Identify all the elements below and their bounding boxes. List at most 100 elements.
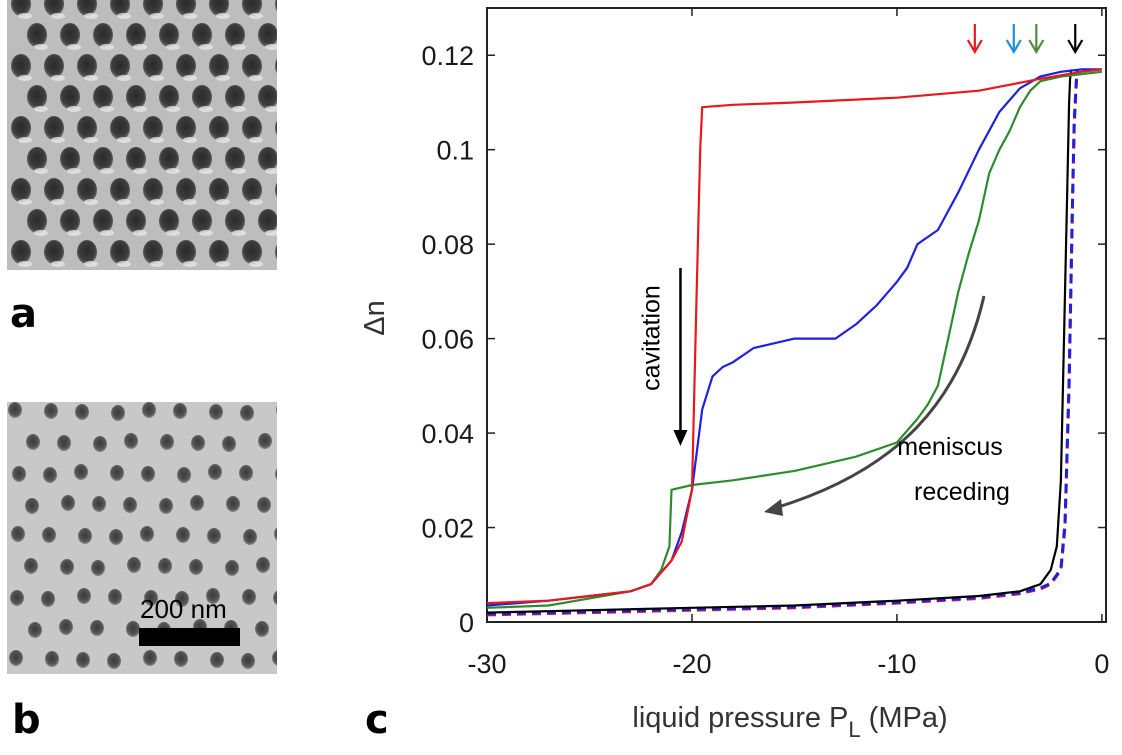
pore (60, 85, 80, 109)
pore (142, 402, 156, 418)
pore (242, 54, 262, 78)
pore (93, 23, 113, 47)
pore (77, 0, 97, 16)
pore-highlight (150, 137, 164, 143)
pore-highlight (84, 199, 98, 205)
pore-highlight (150, 13, 164, 19)
pore (275, 120, 277, 136)
pore-highlight (51, 261, 65, 267)
pore (159, 85, 179, 109)
pore (61, 495, 75, 511)
pore (210, 652, 224, 668)
pore-highlight (150, 199, 164, 205)
panel-label-c: c (365, 697, 389, 743)
pore (276, 405, 277, 415)
pore (124, 433, 138, 449)
pore (44, 116, 64, 140)
pore-highlight (232, 44, 246, 50)
pore-highlight (133, 168, 147, 174)
pore-highlight (216, 199, 230, 205)
pore-highlight (51, 75, 65, 81)
pore (209, 240, 229, 264)
pore (110, 116, 130, 140)
pore-highlight (183, 199, 197, 205)
pore-highlight (166, 44, 180, 50)
release-arrow-red (966, 24, 983, 55)
pore (27, 23, 47, 47)
pore (27, 209, 47, 233)
pore (258, 85, 277, 109)
pore (44, 178, 64, 202)
pore (93, 85, 113, 109)
pore-highlight (183, 75, 197, 81)
pore (240, 405, 254, 421)
pore-highlight (216, 261, 230, 267)
pore (272, 650, 277, 666)
pore (11, 178, 31, 202)
pore (275, 468, 277, 480)
pore (159, 209, 179, 233)
pore (177, 467, 191, 483)
receding-label: receding (914, 478, 1010, 506)
pore-highlight (249, 137, 263, 143)
pore (110, 54, 130, 78)
pore (91, 560, 105, 576)
pore (11, 240, 31, 264)
pore-highlight (216, 13, 230, 19)
pore-highlight (150, 261, 164, 267)
pore (27, 85, 47, 109)
pore (111, 405, 125, 421)
scale-bar (139, 628, 240, 646)
pore (275, 58, 277, 74)
pore (176, 240, 196, 264)
pore (26, 434, 40, 450)
pore (45, 651, 59, 667)
pore-highlight (232, 230, 246, 236)
pore (273, 590, 277, 606)
x-tick-label: -20 (672, 649, 711, 679)
pore (44, 0, 64, 16)
pore (275, 244, 277, 260)
pore-highlight (117, 13, 131, 19)
pore (191, 435, 205, 451)
pore (28, 622, 42, 638)
pore (208, 464, 222, 480)
pore-highlight (34, 44, 48, 50)
pore (126, 209, 146, 233)
pore (143, 0, 163, 16)
pore-highlight (199, 168, 213, 174)
pore-highlight (100, 44, 114, 50)
y-tick-label: 0.08 (421, 230, 474, 260)
micrograph-b (7, 402, 277, 674)
pore (77, 240, 97, 264)
pore (77, 588, 91, 604)
pore-highlight (133, 106, 147, 112)
pore-highlight (84, 13, 98, 19)
pore (225, 209, 245, 233)
panel-label-b: b (12, 697, 41, 743)
pore (143, 54, 163, 78)
pore-highlight (51, 13, 65, 19)
pore (60, 23, 80, 47)
pore (110, 240, 130, 264)
pore (143, 240, 163, 264)
pore (176, 527, 190, 543)
pore (60, 147, 80, 171)
pore (189, 559, 203, 575)
pore (11, 0, 31, 16)
y-tick-label: 0.06 (421, 325, 474, 355)
pore-highlight (249, 199, 263, 205)
pore (239, 465, 253, 481)
pore (77, 116, 97, 140)
pore-highlight (84, 75, 98, 81)
pore (158, 558, 172, 574)
pore-highlight (18, 75, 32, 81)
pore (141, 466, 155, 482)
pore (27, 147, 47, 171)
pore (258, 433, 272, 449)
pore (126, 621, 140, 637)
pore (93, 436, 107, 452)
pore (174, 651, 188, 667)
pore (192, 147, 212, 171)
pore (159, 23, 179, 47)
